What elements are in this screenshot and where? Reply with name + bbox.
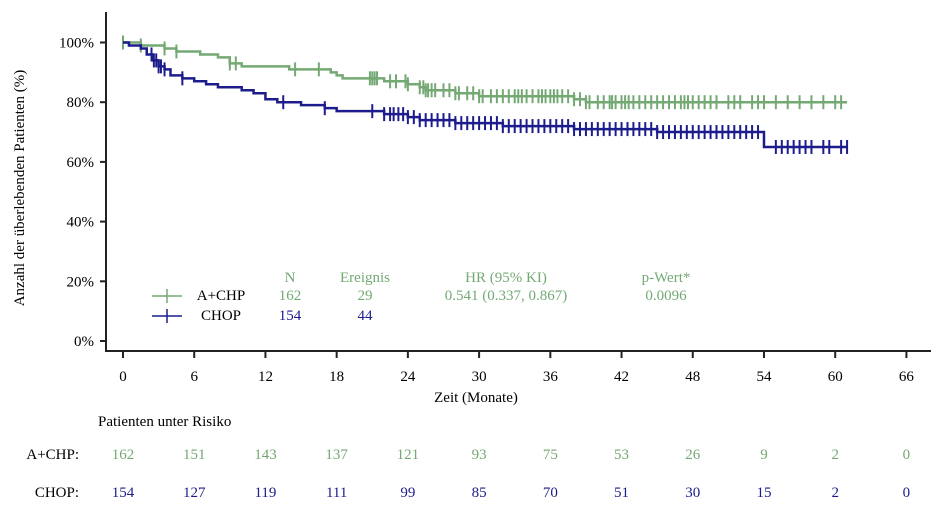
y-tick-label: 0%	[74, 334, 94, 350]
y-tick-label: 60%	[67, 155, 95, 171]
y-tick-label: 80%	[67, 95, 95, 111]
risk-value: 137	[325, 447, 348, 463]
risk-value: 15	[756, 485, 771, 501]
legend-header-hr: HR (95% KI)	[465, 270, 547, 286]
x-tick-label: 42	[614, 369, 629, 385]
risk-value: 85	[472, 485, 487, 501]
risk-value: 53	[614, 447, 629, 463]
legend-hr: 0.541 (0.337, 0.867)	[445, 288, 568, 304]
risk-value: 121	[397, 447, 420, 463]
x-tick-label: 54	[756, 369, 772, 385]
x-tick-label: 48	[685, 369, 700, 385]
risk-value: 111	[326, 485, 347, 501]
legend-n: 154	[279, 308, 302, 324]
risk-value: 119	[254, 485, 276, 501]
risk-value: 30	[685, 485, 700, 501]
y-tick-label: 20%	[67, 274, 95, 290]
risk-value: 2	[831, 447, 839, 463]
x-tick-label: 18	[329, 369, 344, 385]
risk-value: 2	[831, 485, 839, 501]
risk-row-label: CHOP:	[35, 485, 79, 501]
legend-p: 0.0096	[645, 288, 687, 304]
risk-value: 75	[543, 447, 558, 463]
risk-value: 127	[183, 485, 206, 501]
risk-table-title: Patienten unter Risiko	[98, 414, 231, 430]
risk-table: Patienten unter Risiko A+CHP: 162 151 143 137…	[26, 414, 910, 501]
legend-header-n: N	[285, 270, 296, 286]
risk-value: 151	[183, 447, 206, 463]
y-tick-label: 40%	[67, 215, 95, 231]
legend-header-p: p-Wert*	[642, 270, 691, 286]
x-tick-label: 60	[828, 369, 843, 385]
risk-value: 0	[903, 447, 911, 463]
x-tick-label: 24	[400, 369, 416, 385]
x-axis-title: Zeit (Monate)	[434, 390, 518, 406]
legend-header-events: Ereignis	[340, 270, 390, 286]
x-tick-label: 36	[543, 369, 559, 385]
legend-label: A+CHP	[197, 288, 245, 304]
legend: N Ereignis HR (95% KI) p-Wert* A+CHP 162 29 0.5…	[152, 270, 690, 324]
curve-chop	[123, 41, 848, 149]
x-tick-label: 6	[190, 369, 198, 385]
y-tick-label: 100%	[59, 36, 94, 52]
y-axis-title: Anzahl der überlebenden Patienten (%)	[12, 70, 28, 307]
legend-n: 162	[279, 288, 302, 304]
curve-achp	[123, 41, 848, 104]
risk-value: 51	[614, 485, 629, 501]
risk-value: 99	[400, 485, 415, 501]
legend-events: 44	[358, 308, 374, 324]
x-tick-label: 30	[472, 369, 487, 385]
x-tick-label: 12	[258, 369, 273, 385]
risk-value: 93	[472, 447, 487, 463]
x-tick-label: 0	[119, 369, 127, 385]
risk-value: 154	[112, 485, 135, 501]
risk-value: 26	[685, 447, 701, 463]
risk-value: 9	[760, 447, 768, 463]
axes: 0% 20% 40% 60% 80% 100% 0 6 12 18 24 30 36 42 48 54 60 66…	[12, 12, 931, 406]
legend-events: 29	[358, 288, 373, 304]
survival-curves	[122, 35, 849, 154]
risk-value: 0	[903, 485, 911, 501]
risk-row-label: A+CHP:	[26, 447, 79, 463]
x-tick-label: 66	[899, 369, 915, 385]
legend-label: CHOP	[201, 308, 241, 324]
risk-value: 143	[254, 447, 277, 463]
risk-value: 70	[543, 485, 558, 501]
risk-value: 162	[112, 447, 135, 463]
